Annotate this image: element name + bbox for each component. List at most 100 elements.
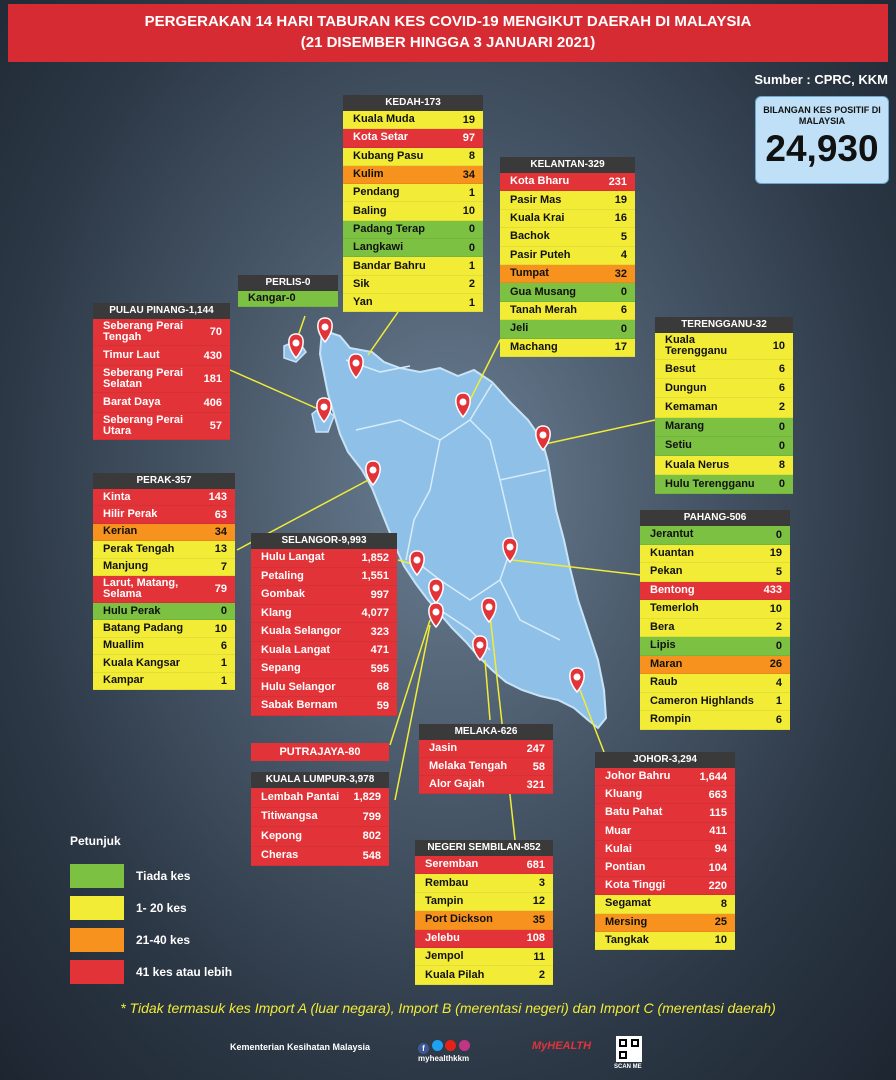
district-row: Melaka Tengah 58 bbox=[419, 758, 553, 776]
district-name: Seremban bbox=[425, 858, 479, 871]
district-name: Kepong bbox=[261, 829, 302, 842]
district-row: Kuala Muda 19 bbox=[343, 111, 483, 130]
district-name: Muallim bbox=[103, 639, 144, 652]
district-name: Kuala Muda bbox=[353, 113, 415, 126]
district-row: Muar 411 bbox=[595, 822, 735, 841]
district-cases: 115 bbox=[709, 806, 727, 819]
state-box-pahang: PAHANG-506 Jerantut 0 Kuantan 19 Pekan 5 Benton… bbox=[640, 510, 790, 730]
state-box-terengganu: TERENGGANU-32 Kuala Terengganu 10 Besut 6 Dun… bbox=[655, 317, 793, 495]
district-name: Seberang Perai Tengah bbox=[103, 320, 184, 343]
district-cases: 181 bbox=[203, 373, 222, 385]
district-cases: 0 bbox=[468, 241, 475, 254]
district-row: Kluang 663 bbox=[595, 786, 735, 805]
district-row: Kuala Terengganu 10 bbox=[655, 333, 793, 360]
district-name: Kemaman bbox=[665, 400, 718, 413]
district-cases: 97 bbox=[462, 131, 475, 144]
district-row: Machang 17 bbox=[500, 338, 635, 357]
district-name: Temerloh bbox=[650, 602, 699, 615]
district-row: Seberang Perai Utara 57 bbox=[93, 413, 230, 440]
instagram-icon[interactable] bbox=[458, 1040, 470, 1051]
district-cases: 0 bbox=[620, 322, 627, 335]
district-name: Tumpat bbox=[510, 267, 549, 280]
district-name: Setiu bbox=[665, 439, 692, 452]
district-name: Rembau bbox=[425, 876, 469, 889]
district-row: Hulu Langat 1,852 bbox=[251, 549, 397, 568]
district-row: Seberang Perai Selatan 181 bbox=[93, 366, 230, 393]
district-cases: 3 bbox=[538, 877, 545, 890]
district-cases: 1,551 bbox=[361, 570, 389, 583]
district-row: Timur Laut 430 bbox=[93, 346, 230, 366]
district-row: Padang Terap 0 bbox=[343, 220, 483, 240]
district-name: Tangkak bbox=[605, 933, 649, 946]
district-name: Hulu Terengganu bbox=[665, 477, 755, 490]
district-name: Gua Musang bbox=[510, 285, 577, 298]
district-name: Manjung bbox=[103, 560, 149, 573]
district-cases: 802 bbox=[362, 830, 381, 843]
district-row: Hulu Terengganu 0 bbox=[655, 475, 793, 495]
district-row: Sik 2 bbox=[343, 275, 483, 294]
district-row: Klang 4,077 bbox=[251, 604, 397, 623]
map-pin-dot bbox=[320, 403, 328, 411]
district-name: Barat Daya bbox=[103, 396, 161, 408]
district-name: Hilir Perak bbox=[103, 508, 158, 521]
district-cases: 32 bbox=[614, 267, 627, 280]
map-pin-dot bbox=[539, 431, 547, 439]
district-cases: 0 bbox=[220, 605, 227, 618]
district-name: Kluang bbox=[605, 788, 643, 801]
district-row: Batu Pahat 115 bbox=[595, 804, 735, 823]
district-cases: 433 bbox=[763, 584, 782, 597]
legend-title: Petunjuk bbox=[70, 834, 121, 848]
district-name: Langkawi bbox=[353, 241, 404, 254]
map-pin-dot bbox=[573, 673, 581, 681]
district-name: Marang bbox=[665, 420, 705, 433]
state-title-kelantan: KELANTAN-329 bbox=[500, 157, 635, 173]
district-row: Kangar-0 bbox=[238, 291, 338, 307]
qr-code[interactable] bbox=[616, 1036, 642, 1062]
twitter-icon[interactable] bbox=[431, 1040, 443, 1051]
district-row: Cameron Highlands 1 bbox=[640, 692, 790, 711]
district-cases: 7 bbox=[220, 560, 227, 573]
youtube-icon[interactable] bbox=[445, 1040, 457, 1051]
district-cases: 35 bbox=[532, 913, 545, 926]
district-name: Kuala Selangor bbox=[261, 625, 342, 638]
district-cases: 2 bbox=[538, 969, 545, 982]
district-row: Rompin 6 bbox=[640, 711, 790, 730]
district-cases: 548 bbox=[362, 849, 381, 862]
district-name: Bera bbox=[650, 620, 675, 633]
district-cases: 17 bbox=[614, 341, 627, 354]
facebook-icon[interactable]: f bbox=[418, 1043, 429, 1054]
district-cases: 2 bbox=[778, 401, 785, 414]
district-cases: 0 bbox=[778, 478, 785, 491]
district-cases: 1 bbox=[468, 186, 475, 199]
district-name: Johor Bahru bbox=[605, 770, 671, 783]
district-row: Tumpat 32 bbox=[500, 264, 635, 284]
map-pin-dot bbox=[413, 556, 421, 564]
district-name: Padang Terap bbox=[353, 222, 425, 235]
district-cases: 59 bbox=[376, 699, 389, 712]
legend-swatch-low bbox=[70, 896, 124, 920]
district-row: Kuala Pilah 2 bbox=[415, 966, 553, 985]
district-row: Sabak Bernam 59 bbox=[251, 697, 397, 716]
district-name: Kota Bharu bbox=[510, 175, 570, 188]
district-cases: 34 bbox=[214, 525, 227, 538]
district-row: Lembah Pantai 1,829 bbox=[251, 788, 389, 808]
district-cases: 70 bbox=[209, 326, 222, 338]
state-title-perak: PERAK-357 bbox=[93, 473, 235, 489]
district-cases: 406 bbox=[203, 396, 222, 409]
district-cases: 799 bbox=[362, 810, 381, 823]
district-name: Kangar-0 bbox=[248, 292, 296, 304]
district-name: Seberang Perai Selatan bbox=[103, 367, 184, 390]
district-name: Kinta bbox=[103, 490, 131, 503]
district-row: Kota Bharu 231 bbox=[500, 173, 635, 192]
district-name: Timur Laut bbox=[103, 349, 160, 361]
myhealth-logo: MyHEALTH bbox=[532, 1040, 592, 1052]
district-row: Rembau 3 bbox=[415, 874, 553, 893]
district-row: Cheras 548 bbox=[251, 846, 389, 866]
district-cases: 997 bbox=[370, 588, 389, 601]
district-cases: 1 bbox=[468, 296, 475, 309]
map-pin-dot bbox=[432, 584, 440, 592]
social-icons[interactable]: f myhealthkkm bbox=[418, 1040, 470, 1063]
title-banner: PERGERAKAN 14 HARI TABURAN KES COVID-19 … bbox=[8, 4, 888, 62]
district-name: Gombak bbox=[261, 588, 306, 601]
map-pin-dot bbox=[352, 359, 360, 367]
